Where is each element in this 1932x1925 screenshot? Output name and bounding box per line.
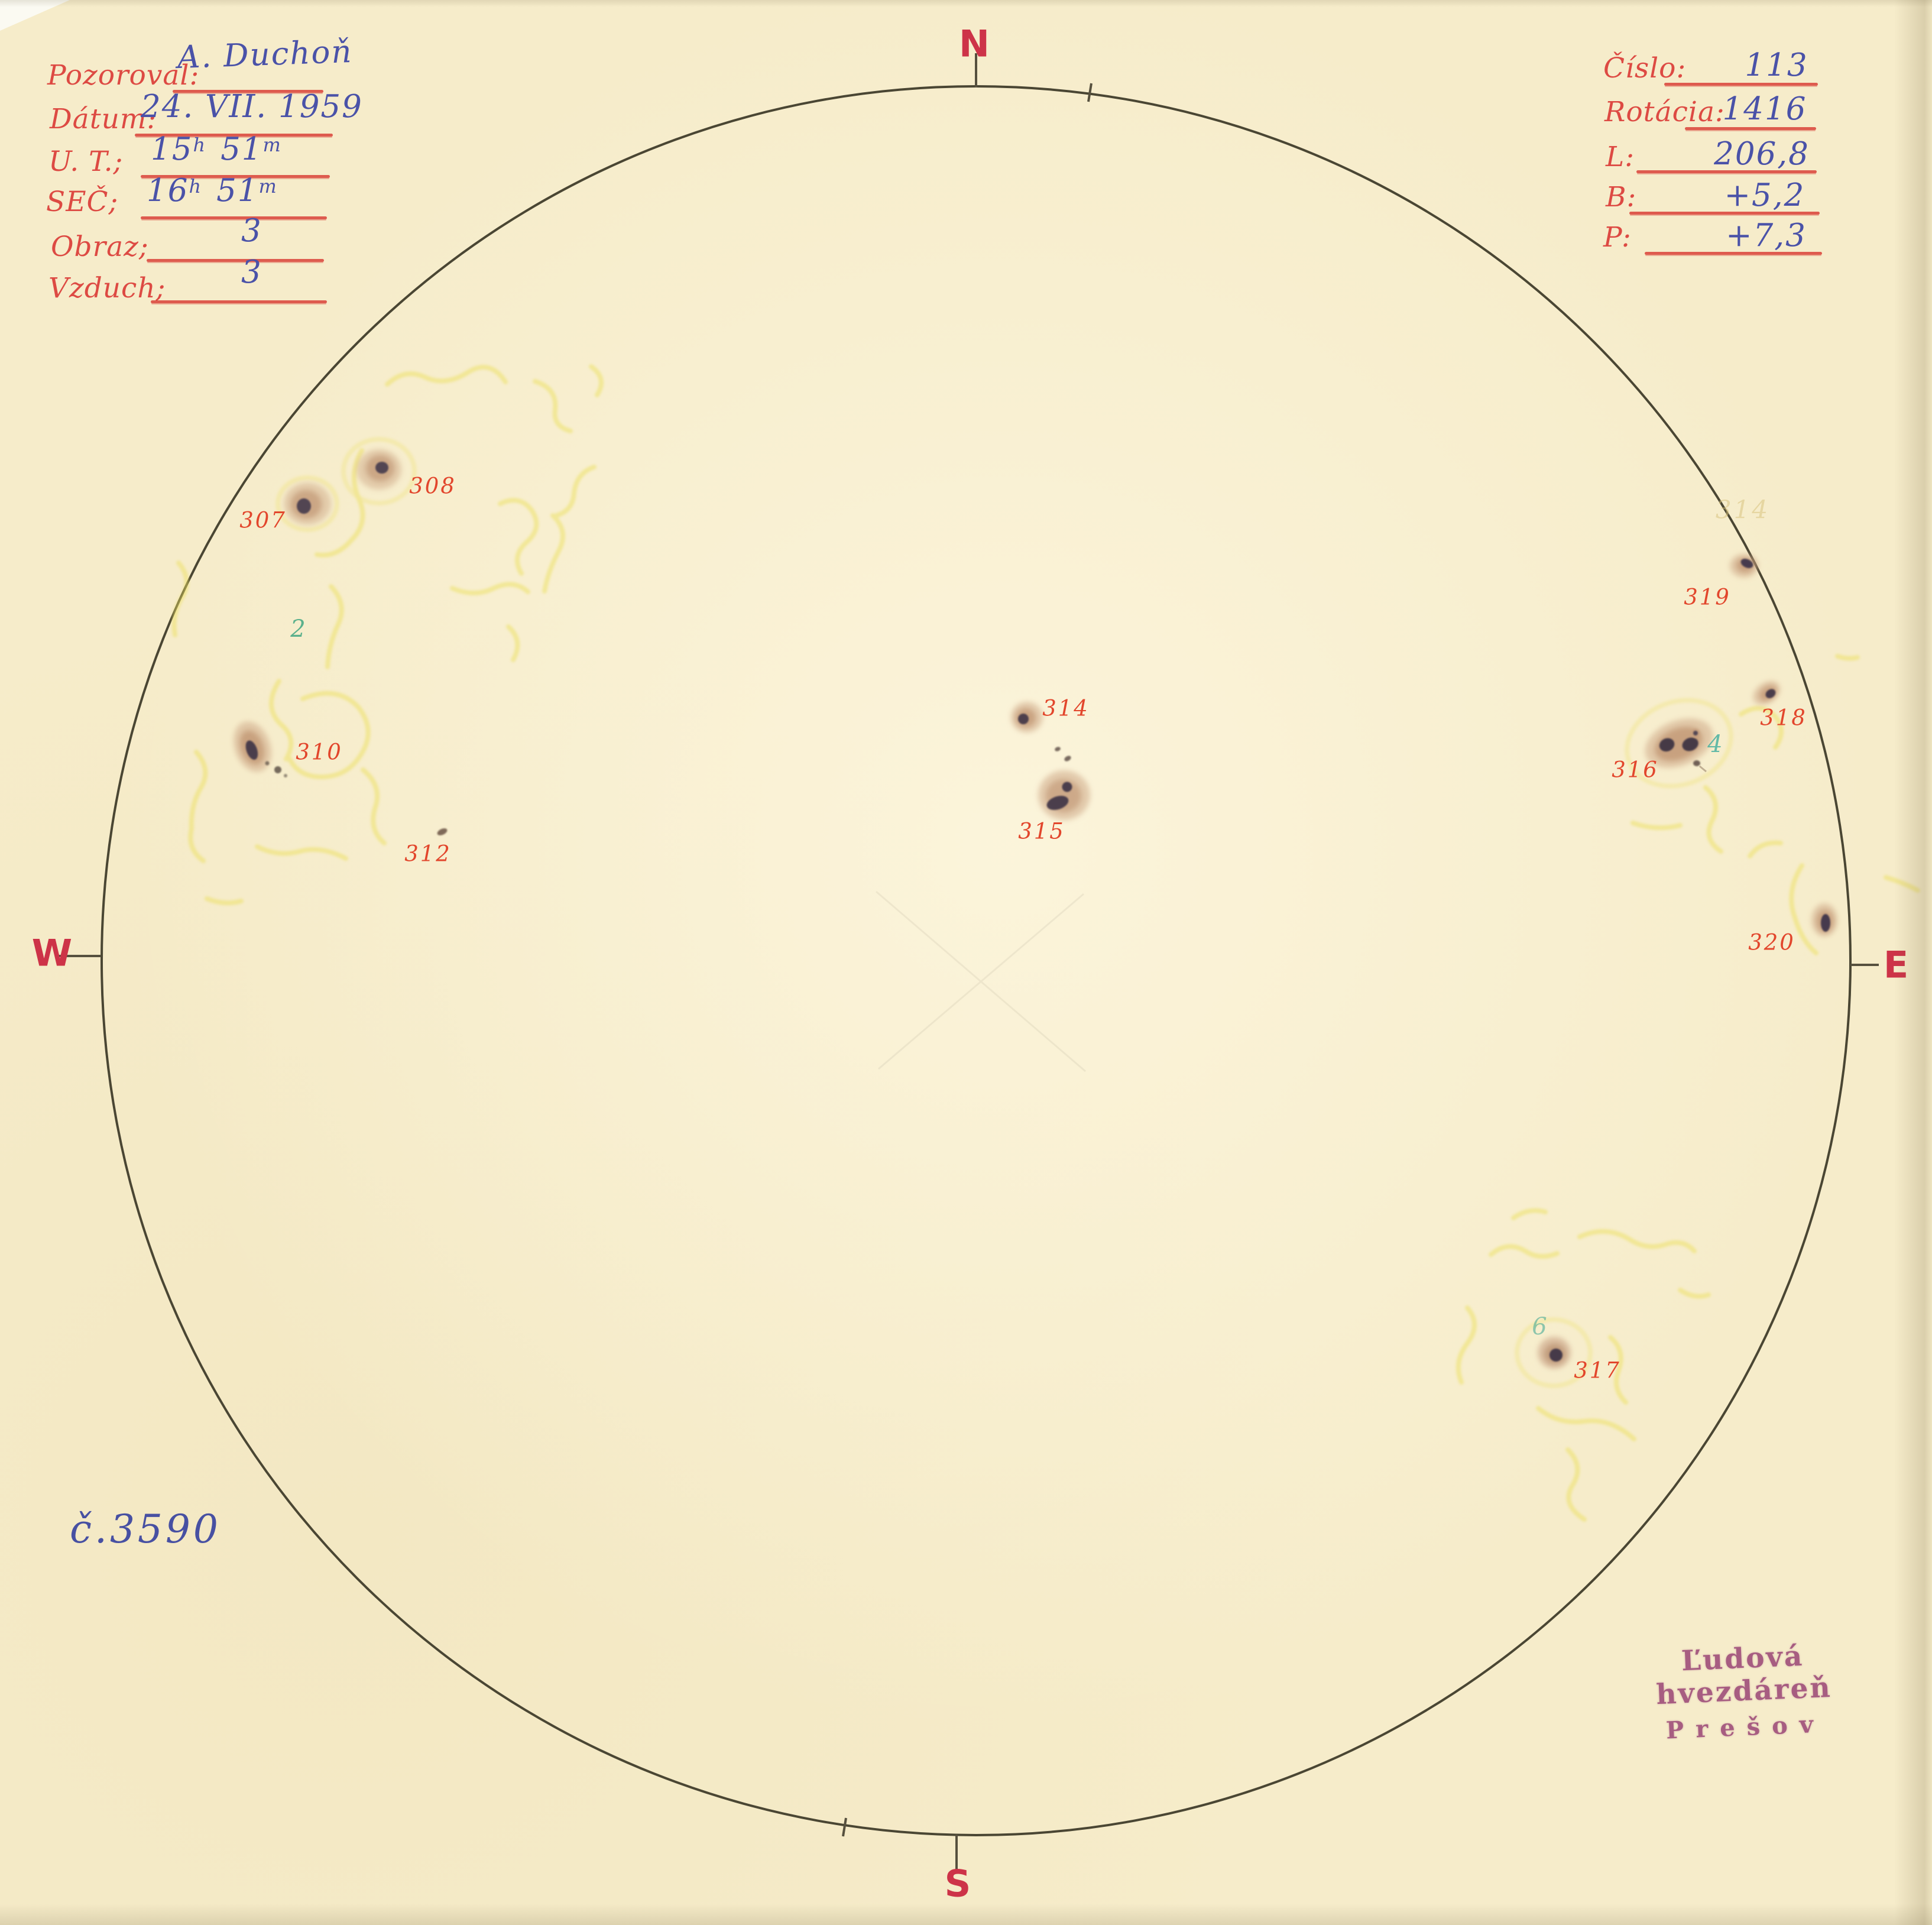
compass-south: S: [944, 1862, 971, 1905]
observatory-stamp: Ľudová hvezdáreň Prešov: [1594, 1636, 1894, 1748]
b-label: B:: [1606, 181, 1637, 213]
scan-edge-shadow-right: [1894, 0, 1932, 1925]
sunspot-319: [1730, 554, 1758, 578]
sunspot-314: [1011, 702, 1071, 761]
observer-value: A. Duchoň: [177, 33, 354, 76]
date-value: 24. VII. 1959: [141, 89, 363, 125]
p-label: P:: [1603, 221, 1632, 254]
spot-label-317: 317: [1574, 1357, 1621, 1383]
obraz-value: 3: [241, 213, 262, 249]
scan-edge-shadow-top: [0, 0, 1932, 7]
underline: [1629, 212, 1820, 215]
underline: [147, 259, 324, 262]
vzduch-label: Vzduch;: [48, 272, 166, 304]
scan-edge-shadow-bottom: [0, 1904, 1932, 1925]
spot-label-314: 314: [1042, 695, 1090, 721]
spot-label-318: 318: [1760, 705, 1807, 731]
spot-label-310: 310: [296, 739, 343, 765]
underline: [1685, 127, 1816, 130]
cislo-label: Číslo:: [1603, 52, 1687, 85]
sunspot-310: [234, 721, 287, 777]
faculae-southeast-field: [1456, 1208, 1711, 1522]
orientation-ticks: [59, 53, 1879, 1870]
archive-number: č.3590: [70, 1506, 221, 1552]
underline: [151, 300, 327, 303]
group-mark-6: 6: [1532, 1313, 1547, 1340]
compass-west: W: [31, 931, 73, 975]
p-value: +7,3: [1726, 218, 1807, 254]
spot-label-312: 312: [404, 841, 452, 867]
underline: [173, 90, 323, 93]
sunspot-312: [437, 828, 448, 835]
sunspot-318: [1753, 681, 1780, 705]
ghost-number: 314: [1715, 495, 1771, 524]
spot-label-307: 307: [239, 507, 287, 533]
spot-label-308: 308: [409, 473, 456, 499]
underline: [141, 175, 330, 178]
sunspot-317: [1538, 1337, 1571, 1369]
pencil-crease-marks: [876, 890, 1086, 1072]
sec-label: SEČ;: [46, 186, 119, 218]
spot-label-319: 319: [1684, 584, 1731, 610]
stamp-line1: Ľudová hvezdáreň: [1655, 1639, 1833, 1712]
ut-label: U. T.;: [48, 145, 124, 178]
ut-value: 15h 51m: [151, 131, 281, 167]
rotacia-value: 1416: [1722, 91, 1807, 127]
sunspot-315: [1038, 770, 1090, 820]
faculae-northwest-field: [171, 364, 604, 906]
underline: [1664, 83, 1818, 86]
group-mark-4: 4: [1707, 731, 1723, 758]
sunspot-307: [284, 482, 331, 525]
sunspot-316: [1645, 718, 1713, 773]
obraz-label: Obraz;: [51, 231, 149, 263]
group-mark-2: 2: [290, 615, 306, 643]
sec-value: 16h 51m: [147, 173, 277, 209]
l-value: 206,8: [1714, 136, 1810, 172]
vzduch-value: 3: [241, 254, 262, 290]
spot-label-320: 320: [1748, 929, 1795, 955]
spot-label-316: 316: [1612, 757, 1659, 783]
rotacia-label: Rotácia:: [1604, 96, 1725, 128]
b-value: +5,2: [1724, 177, 1805, 213]
sunspot-308: [356, 449, 401, 490]
l-label: L:: [1606, 141, 1635, 173]
underline: [1645, 252, 1822, 255]
faculae-east-field: [1625, 654, 1920, 955]
underline: [135, 134, 333, 137]
underline: [1636, 170, 1817, 173]
solar-disk-circle: [101, 85, 1852, 1836]
observer-label: Pozoroval:: [47, 59, 200, 92]
date-label: Dátum:: [50, 103, 157, 135]
sunspot-320: [1811, 903, 1837, 936]
spot-label-315: 315: [1018, 818, 1065, 844]
compass-north: N: [959, 22, 990, 66]
underline: [141, 216, 327, 219]
cislo-value: 113: [1745, 47, 1808, 83]
